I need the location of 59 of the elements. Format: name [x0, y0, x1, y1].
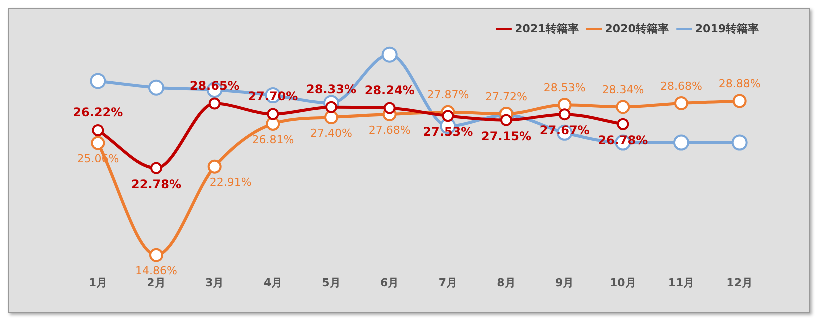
point: [148, 80, 164, 96]
point: [91, 136, 106, 150]
point: [442, 110, 454, 122]
x-tick-label: 2月: [147, 276, 166, 290]
point: [208, 98, 221, 110]
x-tick-label: 9月: [556, 276, 574, 290]
data-label: 28.68%: [660, 80, 702, 93]
point: [674, 96, 688, 110]
point: [150, 162, 162, 174]
point: [500, 114, 512, 126]
data-label: 22.91%: [210, 176, 252, 190]
x-tick-label: 10月: [610, 276, 636, 290]
data-label: 27.67%: [540, 124, 590, 138]
data-label: 28.33%: [306, 82, 356, 96]
data-label: 27.72%: [486, 90, 528, 104]
point: [558, 108, 571, 121]
point: [732, 94, 747, 108]
data-label: 28.65%: [190, 78, 240, 93]
data-label: 27.68%: [368, 124, 411, 137]
x-tick-label: 5月: [322, 276, 341, 290]
point: [326, 101, 338, 114]
x-tick-label: 11月: [668, 276, 695, 290]
point: [266, 117, 280, 132]
data-label: 26.81%: [252, 133, 294, 146]
x-tick-label: 1月: [88, 276, 108, 290]
point: [208, 160, 222, 174]
data-label: 22.78%: [132, 177, 182, 192]
data-label: 27.87%: [427, 88, 470, 102]
data-label: 28.24%: [364, 83, 415, 98]
point: [674, 134, 690, 151]
point: [90, 73, 106, 90]
x-tick-label: 12月: [726, 276, 753, 290]
x-tick-label: 7月: [438, 276, 458, 290]
legend-label: 2019转籍率: [695, 22, 760, 36]
point: [92, 124, 104, 136]
data-label: 27.15%: [482, 129, 532, 144]
data-label: 28.53%: [544, 81, 586, 94]
point: [324, 110, 338, 125]
data-label: 27.40%: [310, 126, 352, 140]
x-tick-label: 4月: [264, 276, 282, 290]
x-tick-label: 6月: [380, 276, 400, 290]
point: [616, 100, 630, 114]
data-label: 28.88%: [718, 78, 761, 91]
data-label: 27.53%: [423, 125, 474, 140]
x-tick-label: 8月: [497, 276, 516, 290]
point: [617, 118, 630, 130]
x-tick-label: 3月: [206, 276, 224, 290]
point: [382, 46, 398, 63]
data-label: 26.22%: [73, 106, 124, 120]
data-label: 14.86%: [136, 264, 178, 278]
data-label: 28.34%: [602, 84, 644, 97]
point: [384, 102, 396, 114]
legend-label: 2021转籍率: [515, 22, 579, 36]
data-label: 27.70%: [248, 89, 298, 104]
legend-label: 2020转籍率: [605, 22, 669, 36]
point: [150, 248, 164, 262]
data-label: 26.78%: [598, 133, 648, 148]
point: [267, 108, 280, 120]
point: [732, 134, 748, 151]
